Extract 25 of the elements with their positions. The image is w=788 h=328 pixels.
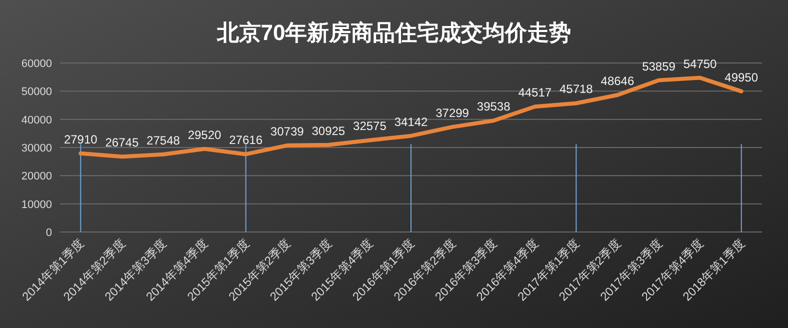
- data-label: 34142: [394, 114, 428, 129]
- data-label: 27548: [146, 133, 180, 148]
- y-tick-label: 50000: [21, 86, 52, 98]
- y-tick-label: 0: [46, 227, 52, 239]
- data-label: 29520: [188, 128, 222, 142]
- chart-title: 北京70年新房商品住宅成交均价走势: [216, 20, 572, 45]
- data-label: 49950: [724, 70, 758, 84]
- data-label: 48646: [600, 74, 634, 88]
- data-label: 39538: [476, 100, 511, 114]
- data-label: 32575: [353, 119, 387, 134]
- data-label: 26745: [105, 136, 139, 150]
- y-tick-label: 30000: [21, 142, 52, 154]
- data-label: 30739: [270, 124, 304, 138]
- y-tick-label: 10000: [21, 198, 52, 211]
- data-label: 53859: [642, 59, 676, 74]
- data-label: 30925: [312, 124, 346, 138]
- data-label: 27616: [229, 133, 263, 148]
- data-label: 27910: [64, 132, 98, 146]
- data-label: 44517: [518, 86, 552, 100]
- y-tick-label: 20000: [21, 170, 52, 183]
- data-label: 54750: [683, 56, 718, 71]
- y-tick-label: 60000: [21, 58, 52, 70]
- y-tick-label: 40000: [21, 114, 52, 126]
- data-label: 45718: [559, 82, 594, 96]
- data-label: 37299: [436, 106, 470, 120]
